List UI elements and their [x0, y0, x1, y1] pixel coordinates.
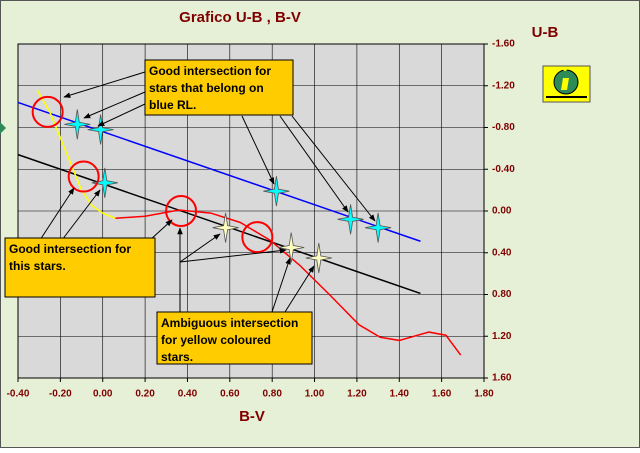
star-marker [64, 109, 91, 140]
x-axis-label: B-V [239, 408, 265, 425]
arrows [39, 71, 376, 313]
star-marker [305, 242, 332, 273]
arrow [279, 115, 349, 213]
annotation-text: blue RL. [149, 98, 196, 112]
icon-glyph[interactable] [561, 67, 569, 90]
y-tick-label: 1.60 [492, 373, 512, 384]
y-tick-label: 0.00 [492, 206, 512, 217]
x-tick-label: 0.20 [135, 389, 155, 400]
y-tick-label: 1.20 [492, 331, 512, 342]
circle-marker [67, 160, 100, 193]
circle-marker [241, 221, 274, 254]
x-tick-label: 1.20 [347, 389, 367, 400]
star-marker [212, 212, 239, 243]
annotation-text: for yellow coloured [161, 333, 271, 347]
annotations: Good intersection for stars that belong o… [4, 59, 313, 365]
x-tick-label: -0.20 [49, 389, 72, 400]
star-marker [278, 232, 305, 263]
annotation-text: stars that belong on [149, 81, 264, 95]
arrow [97, 103, 146, 127]
arrow [179, 233, 221, 263]
x-tick-label: 1.80 [474, 389, 494, 400]
star-marker [87, 114, 114, 145]
star-marker [337, 204, 364, 235]
y-tick-label: -1.20 [492, 80, 515, 91]
x-tick-label: 1.40 [390, 389, 410, 400]
annotation-text: Good intersection for [149, 64, 271, 78]
x-tick-label: -0.40 [7, 389, 30, 400]
x-tick-label: 0.00 [93, 389, 113, 400]
series-line [17, 153, 421, 295]
x-tick-label: 0.40 [178, 389, 198, 400]
marks [17, 89, 462, 356]
x-tick-label: 0.80 [262, 389, 282, 400]
info-icon[interactable] [542, 65, 591, 103]
arrow [271, 257, 291, 313]
arrow [39, 187, 75, 241]
y-axis-label: U-B [532, 24, 559, 41]
annotation-box [144, 59, 294, 116]
arrow [284, 265, 315, 313]
arrow [63, 71, 146, 98]
arrow [241, 115, 275, 185]
y-tick-label: -0.80 [492, 122, 515, 133]
x-tick-label: 0.60 [220, 389, 240, 400]
series-line [115, 209, 462, 356]
annotation-text: stars. [161, 350, 193, 364]
arrow [291, 115, 376, 222]
annotation-text: Ambiguous intersection [161, 316, 298, 330]
side-arrow [0, 122, 6, 134]
series-line [36, 89, 116, 219]
y-tick-label: -0.40 [492, 164, 515, 175]
arrow [61, 189, 101, 241]
y-tick-label: 0.40 [492, 247, 512, 258]
y-tick-label: 0.80 [492, 289, 512, 300]
arrow [179, 247, 287, 263]
x-tick-label: 1.60 [432, 389, 452, 400]
y-tick-label: -1.60 [492, 39, 515, 50]
arrow [83, 91, 146, 119]
arrow [149, 219, 173, 241]
annotation-text: this stars. [9, 259, 66, 273]
star-marker [365, 212, 392, 243]
annotation-box [4, 237, 156, 298]
x-tick-label: 1.00 [305, 389, 325, 400]
star-marker [91, 167, 118, 198]
circle-marker [165, 195, 198, 227]
chart-title: Grafico U-B , B-V [179, 9, 301, 26]
annotation-text: Good intersection for [9, 242, 131, 256]
circle-marker [31, 95, 64, 128]
star-marker [263, 176, 290, 207]
annotation-box [156, 311, 313, 365]
